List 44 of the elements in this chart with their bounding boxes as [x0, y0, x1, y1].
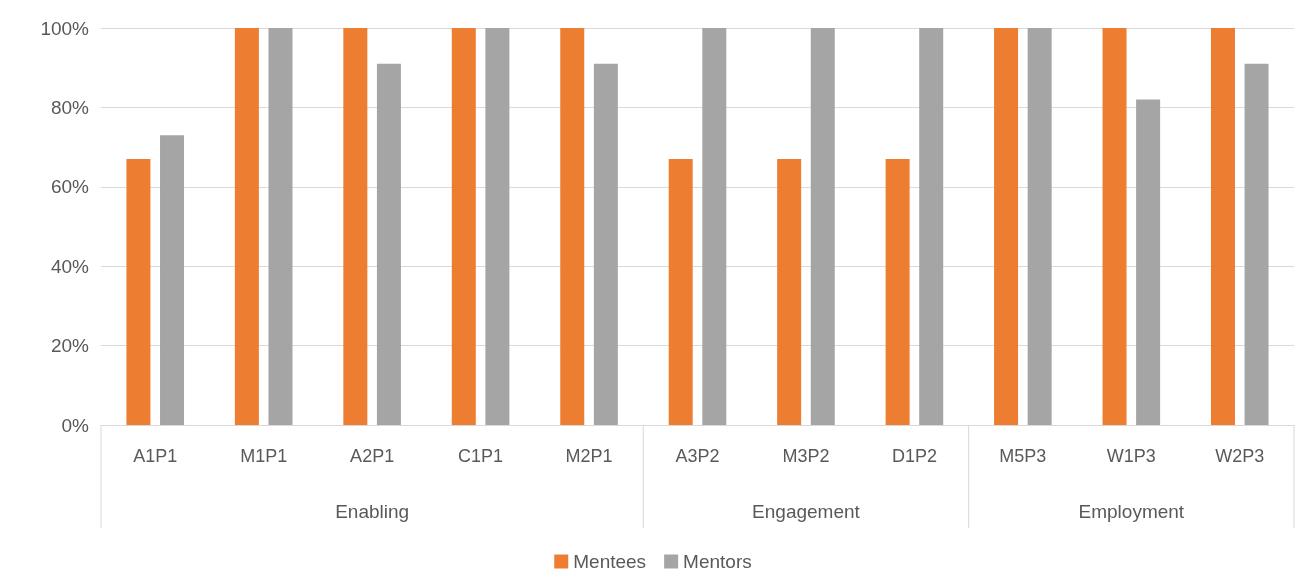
bar [268, 28, 293, 425]
x-tick-label: M5P3 [999, 446, 1047, 466]
bar [234, 28, 259, 425]
bar [777, 159, 802, 425]
bar [160, 135, 185, 425]
y-tick-label: 20% [50, 335, 90, 357]
bar [1027, 28, 1052, 425]
bar [1210, 28, 1235, 425]
y-tick-label: 40% [50, 255, 90, 277]
y-tick-label: 100% [40, 17, 90, 39]
bar [668, 159, 693, 425]
x-tick-label: M3P2 [782, 446, 830, 466]
y-tick-label: 0% [61, 414, 90, 436]
x-tick-label: D1P2 [891, 446, 937, 466]
x-tick-label: C1P1 [458, 446, 504, 466]
x-tick-label: W1P3 [1106, 446, 1156, 466]
y-tick-label: 60% [50, 176, 90, 198]
bar [126, 159, 151, 425]
bar [376, 63, 401, 425]
bar [1136, 99, 1161, 425]
y-tick-label: 80% [50, 96, 90, 118]
bar [810, 28, 835, 425]
bar [702, 28, 727, 425]
bar [1244, 63, 1269, 425]
bar [451, 28, 476, 425]
text: Enabling [335, 500, 410, 522]
bar [343, 28, 368, 425]
x-tick-label: A2P1 [350, 446, 395, 466]
x-tick-label: A1P1 [133, 446, 178, 466]
legend-label: Mentees [573, 551, 647, 572]
bar [1102, 28, 1127, 425]
x-tick-label: W2P3 [1215, 446, 1265, 466]
x-tick-label: M1P1 [240, 446, 288, 466]
bar [593, 63, 618, 425]
bar [485, 28, 510, 425]
bar [885, 159, 910, 425]
bar [994, 28, 1019, 425]
x-tick-label: M2P1 [565, 446, 613, 466]
bar [919, 28, 944, 425]
text: Employment [1078, 500, 1185, 522]
text: Engagement [752, 500, 861, 522]
bar [560, 28, 585, 425]
legend-label: Mentors [683, 551, 752, 572]
x-tick-label: A3P2 [675, 446, 720, 466]
